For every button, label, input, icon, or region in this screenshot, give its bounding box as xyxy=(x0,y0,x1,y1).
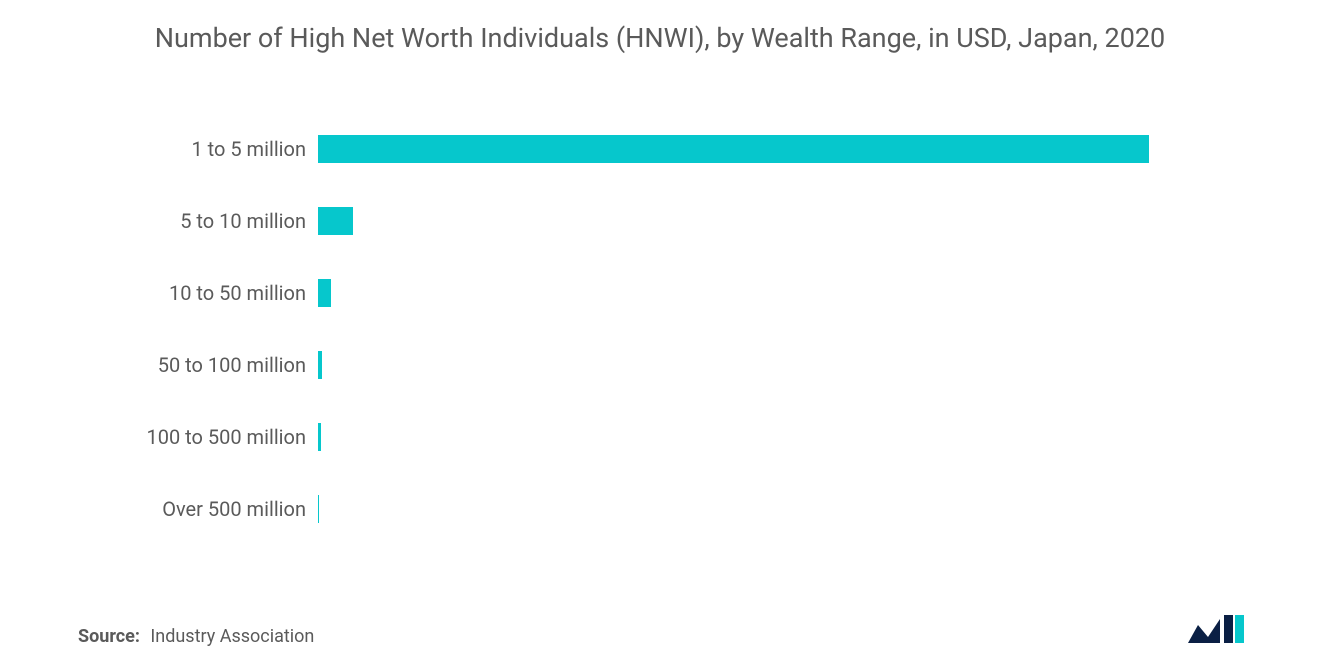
bar-track xyxy=(318,401,1202,473)
bar-label: 5 to 10 million xyxy=(106,209,306,233)
logo-bar-dark xyxy=(1224,615,1233,643)
source-line: Source: Industry Association xyxy=(78,626,314,647)
source-label: Source: xyxy=(78,626,140,647)
bar-label: 10 to 50 million xyxy=(106,281,306,305)
bar xyxy=(318,351,322,379)
chart-container: Number of High Net Worth Individuals (HN… xyxy=(0,0,1320,665)
bar-track xyxy=(318,473,1202,545)
bar xyxy=(318,495,319,523)
bar-label: 50 to 100 million xyxy=(106,353,306,377)
bar-row: Over 500 million xyxy=(318,473,1202,545)
bar xyxy=(318,279,331,307)
bar-track xyxy=(318,257,1202,329)
bar-label: Over 500 million xyxy=(106,497,306,521)
bar-track xyxy=(318,329,1202,401)
bar-label: 100 to 500 million xyxy=(106,425,306,449)
chart-title: Number of High Net Worth Individuals (HN… xyxy=(0,20,1320,58)
bar xyxy=(318,423,321,451)
bar-row: 10 to 50 million xyxy=(318,257,1202,329)
chart-area: 1 to 5 million5 to 10 million10 to 50 mi… xyxy=(0,113,1320,545)
bar-row: 100 to 500 million xyxy=(318,401,1202,473)
bar-row: 5 to 10 million xyxy=(318,185,1202,257)
brand-logo-icon xyxy=(1186,613,1246,647)
source-value: Industry Association xyxy=(150,626,314,647)
bar-track xyxy=(318,185,1202,257)
bar xyxy=(318,207,353,235)
bar-row: 1 to 5 million xyxy=(318,113,1202,185)
bar-row: 50 to 100 million xyxy=(318,329,1202,401)
bar xyxy=(318,135,1149,163)
bar-label: 1 to 5 million xyxy=(106,137,306,161)
bar-track xyxy=(318,113,1202,185)
logo-bar-accent xyxy=(1235,615,1244,643)
logo-chart-shape xyxy=(1188,619,1220,643)
